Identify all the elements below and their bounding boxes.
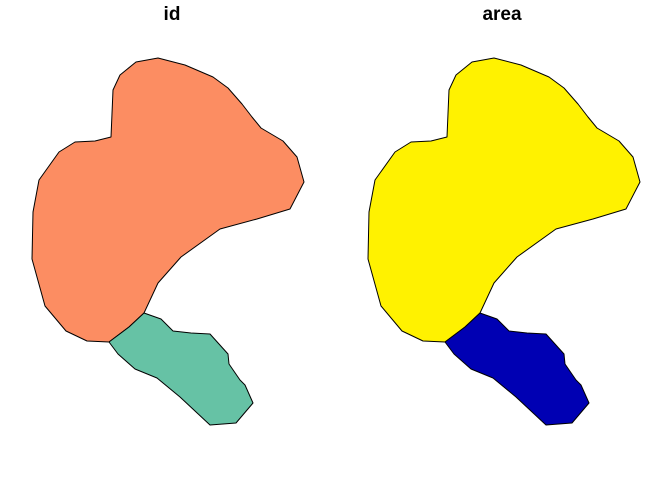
large-region-area [367, 57, 641, 343]
panel-title-area: area [482, 4, 522, 25]
small-region-area [444, 312, 590, 426]
panel-title-id: id [163, 4, 181, 25]
small-region-id [108, 312, 254, 426]
map-panel-id [31, 57, 305, 426]
large-region-id [31, 57, 305, 343]
map-panel-area [367, 57, 641, 426]
